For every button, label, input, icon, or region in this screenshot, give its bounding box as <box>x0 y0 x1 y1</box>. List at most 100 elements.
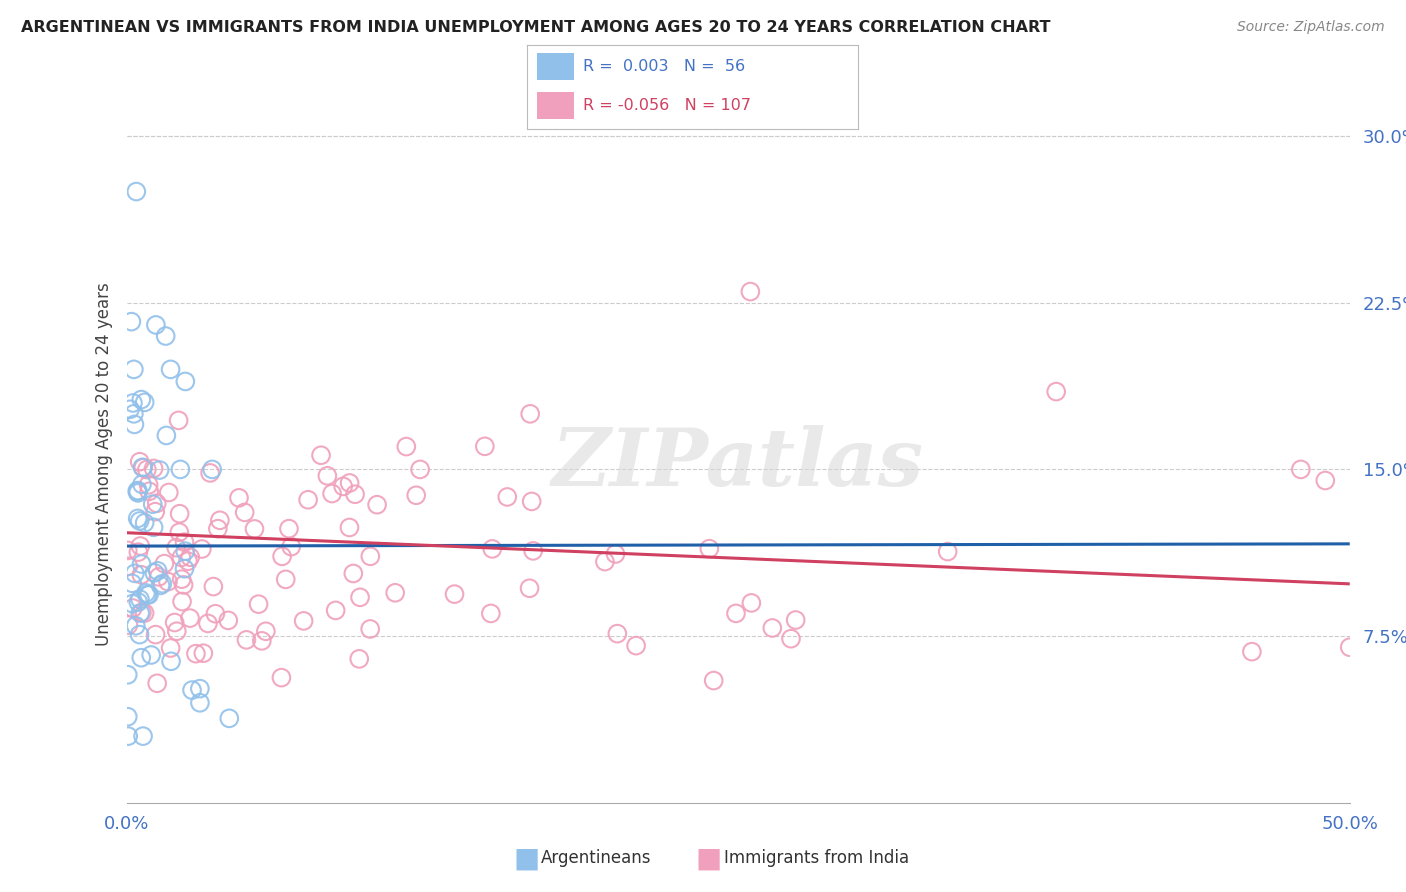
Point <box>117 729 139 743</box>
Point <box>359 549 381 564</box>
Point <box>122 396 145 410</box>
Point <box>122 407 145 421</box>
Point <box>274 573 297 587</box>
Point <box>121 597 143 611</box>
Point <box>342 566 364 581</box>
Point <box>395 440 418 454</box>
Point <box>740 596 762 610</box>
Point <box>127 595 149 609</box>
Point <box>740 285 762 299</box>
Point <box>593 555 616 569</box>
Point <box>170 594 193 608</box>
Point <box>125 619 148 633</box>
Point <box>160 654 183 668</box>
Point <box>278 522 301 536</box>
Point <box>405 488 427 502</box>
Text: Argentineans: Argentineans <box>541 849 652 867</box>
Point <box>134 516 156 530</box>
Point <box>159 640 181 655</box>
Point <box>167 413 190 427</box>
Point <box>145 496 167 510</box>
Point <box>127 484 149 499</box>
Point <box>129 592 152 607</box>
Point <box>724 607 747 621</box>
Point <box>134 395 156 409</box>
Point <box>520 494 543 508</box>
Point <box>174 544 197 558</box>
Point <box>292 614 315 628</box>
Point <box>169 462 191 476</box>
Point <box>155 329 177 343</box>
Point <box>699 541 721 556</box>
Point <box>134 606 156 620</box>
Point <box>173 562 195 576</box>
Point <box>128 455 150 469</box>
Point <box>179 611 201 625</box>
Point <box>479 607 502 621</box>
Point <box>349 591 371 605</box>
Point <box>131 557 153 571</box>
Point <box>481 541 503 556</box>
Point <box>129 606 152 620</box>
Point <box>179 550 201 565</box>
Point <box>233 505 256 519</box>
Point <box>138 484 160 499</box>
Point <box>344 487 367 501</box>
Point <box>474 439 496 453</box>
Point <box>936 544 959 558</box>
Point <box>339 520 361 534</box>
Point <box>166 624 188 639</box>
Point <box>122 362 145 376</box>
Point <box>157 485 180 500</box>
Point <box>128 627 150 641</box>
Point <box>197 616 219 631</box>
Point <box>124 417 146 432</box>
Point <box>198 466 221 480</box>
Point <box>138 588 160 602</box>
Point <box>135 586 157 600</box>
Point <box>153 557 176 571</box>
Point <box>254 624 277 639</box>
Point <box>247 597 270 611</box>
Point <box>127 545 149 559</box>
Point <box>519 407 541 421</box>
Bar <box>537 92 574 120</box>
Point <box>270 671 292 685</box>
Point <box>173 535 195 549</box>
Point <box>218 711 240 725</box>
Point <box>703 673 725 688</box>
Point <box>125 185 148 199</box>
Point <box>121 576 143 591</box>
Y-axis label: Unemployment Among Ages 20 to 24 years: Unemployment Among Ages 20 to 24 years <box>94 282 112 646</box>
Point <box>496 490 519 504</box>
Point <box>131 460 153 475</box>
Point <box>1289 462 1312 476</box>
Point <box>321 486 343 500</box>
Point <box>409 462 432 476</box>
Point <box>131 477 153 491</box>
Point <box>129 650 152 665</box>
Point <box>129 539 152 553</box>
Text: Source: ZipAtlas.com: Source: ZipAtlas.com <box>1237 20 1385 34</box>
Text: R = -0.056   N = 107: R = -0.056 N = 107 <box>583 98 751 113</box>
Point <box>271 549 294 564</box>
Point <box>146 564 169 578</box>
Point <box>117 709 139 723</box>
Point <box>366 498 388 512</box>
Point <box>142 497 165 511</box>
Point <box>339 475 361 490</box>
Point <box>145 318 167 332</box>
Text: ARGENTINEAN VS IMMIGRANTS FROM INDIA UNEMPLOYMENT AMONG AGES 20 TO 24 YEARS CORR: ARGENTINEAN VS IMMIGRANTS FROM INDIA UNE… <box>21 20 1050 35</box>
Point <box>228 491 250 505</box>
Text: R =  0.003   N =  56: R = 0.003 N = 56 <box>583 59 745 74</box>
Point <box>780 632 803 646</box>
Point <box>347 652 370 666</box>
Point <box>522 544 544 558</box>
Point <box>316 468 339 483</box>
Point <box>117 618 139 632</box>
Point <box>250 633 273 648</box>
Point <box>325 603 347 617</box>
Bar <box>537 54 574 80</box>
Point <box>243 522 266 536</box>
Point <box>173 578 195 592</box>
